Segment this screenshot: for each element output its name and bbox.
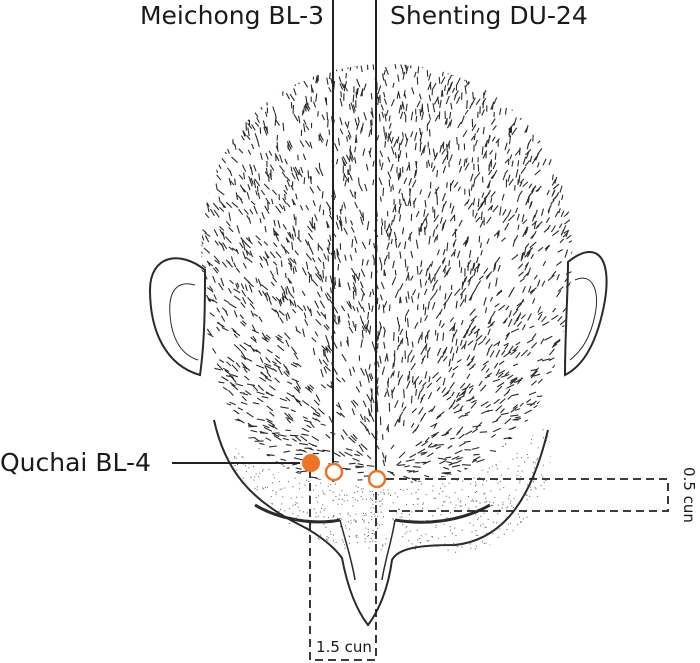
right-ear-inner — [569, 277, 597, 361]
brow-right — [394, 503, 491, 524]
measurement-lines — [309, 470, 669, 661]
leader-lines — [172, 0, 377, 478]
acupoints — [302, 454, 387, 489]
brow-left — [254, 503, 341, 524]
face-outline — [213, 419, 549, 627]
cun-1-5-bracket — [309, 470, 377, 661]
nose-bridge — [339, 519, 396, 581]
shenting-label: Shenting DU-24 — [390, 1, 588, 30]
hair-texture — [201, 64, 573, 485]
quchai-label: Quchai BL-4 — [0, 448, 151, 477]
skin-dots — [214, 420, 551, 555]
meichong-point — [324, 462, 344, 482]
horizontal-measure-label: 1.5 cun — [316, 638, 372, 656]
vertical-measure-label: 0.5 cun — [680, 467, 698, 523]
skin-stipple — [214, 420, 551, 555]
shenting-point — [367, 469, 387, 489]
right-ear — [563, 251, 608, 377]
left-ear-inner — [169, 283, 199, 361]
left-ear — [148, 257, 207, 377]
head-illustration — [148, 64, 608, 627]
cun-0-5-bracket — [386, 478, 669, 512]
meichong-label: Meichong BL-3 — [140, 1, 324, 30]
hair-strokes — [201, 64, 573, 485]
quchai-point — [302, 454, 320, 472]
